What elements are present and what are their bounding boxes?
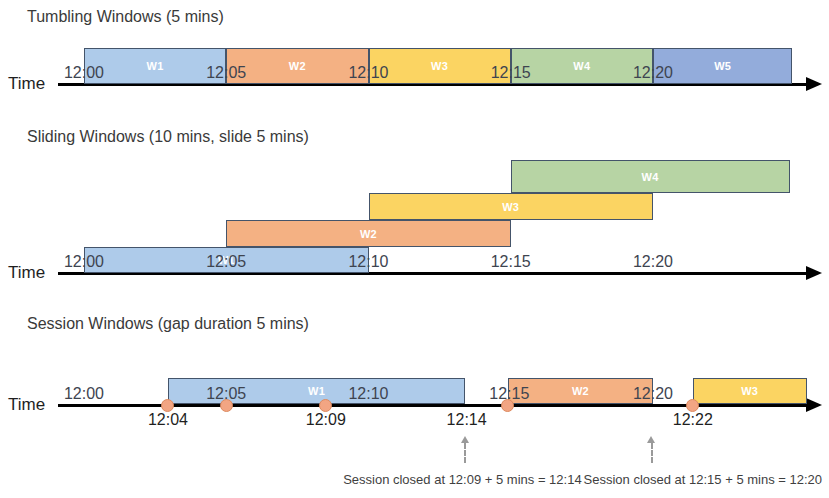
tick-label: 12:10 <box>337 63 401 82</box>
event-dot <box>161 399 174 412</box>
tick-label: 12:20 <box>621 384 685 403</box>
tick-label: 12:00 <box>52 63 116 82</box>
dashed-arrow-line <box>651 443 653 463</box>
session-closed-annotation: Session closed at 12:09 + 5 mins = 12:14 <box>343 472 582 487</box>
timeline-arrow-icon <box>806 398 822 412</box>
timeline-arrow-icon <box>806 266 822 280</box>
window-label: W1 <box>308 385 325 397</box>
event-dot <box>319 399 332 412</box>
window-sliding-w2: W2 <box>226 220 511 247</box>
event-time-label: 12:22 <box>657 411 729 429</box>
tick-label: 12:10 <box>337 384 401 403</box>
tick-label: 12:05 <box>194 63 258 82</box>
tick-label: 12:00 <box>52 384 116 403</box>
timeline-arrow-icon <box>806 77 822 91</box>
sliding-windows-title: Sliding Windows (10 mins, slide 5 mins) <box>27 128 309 146</box>
window-label: W2 <box>289 60 306 72</box>
session-windows-title: Session Windows (gap duration 5 mins) <box>27 315 309 333</box>
session-closed-annotation: Session closed at 12:15 + 5 mins = 12:20 <box>584 472 823 487</box>
event-dot <box>686 399 699 412</box>
window-label: W4 <box>642 171 659 183</box>
window-sliding-w3: W3 <box>369 193 654 220</box>
window-label: W1 <box>147 60 164 72</box>
window-sliding-w4: W4 <box>511 160 790 193</box>
window-label: W4 <box>573 60 590 72</box>
tick-label: 12:10 <box>337 252 401 271</box>
tick-label: 12:00 <box>52 252 116 271</box>
event-time-label: 12:09 <box>290 411 362 429</box>
stream-windowing-figure: Tumbling Windows (5 mins) Sliding Window… <box>0 0 829 498</box>
window-close-time-label: 12:14 <box>431 411 503 429</box>
window-label: W3 <box>741 385 758 397</box>
event-time-label: 12:04 <box>132 411 204 429</box>
event-dot <box>220 399 233 412</box>
window-label: W5 <box>714 60 731 72</box>
window-session-w3: W3 <box>693 378 807 405</box>
tick-label: 12:05 <box>194 252 258 271</box>
window-label: W3 <box>502 201 519 213</box>
tick-label: 12:15 <box>479 252 543 271</box>
tick-label: 12:20 <box>621 63 685 82</box>
event-dot <box>501 399 514 412</box>
tumbling-windows-title: Tumbling Windows (5 mins) <box>27 8 224 26</box>
dashed-arrow-head-icon <box>647 436 655 443</box>
window-label: W2 <box>572 385 589 397</box>
window-label: W3 <box>431 60 448 72</box>
tick-label: 12:15 <box>479 63 543 82</box>
window-label: W2 <box>360 228 377 240</box>
tick-label: 12:20 <box>621 252 685 271</box>
dashed-arrow-head-icon <box>461 436 469 443</box>
dashed-arrow-line <box>464 443 466 463</box>
